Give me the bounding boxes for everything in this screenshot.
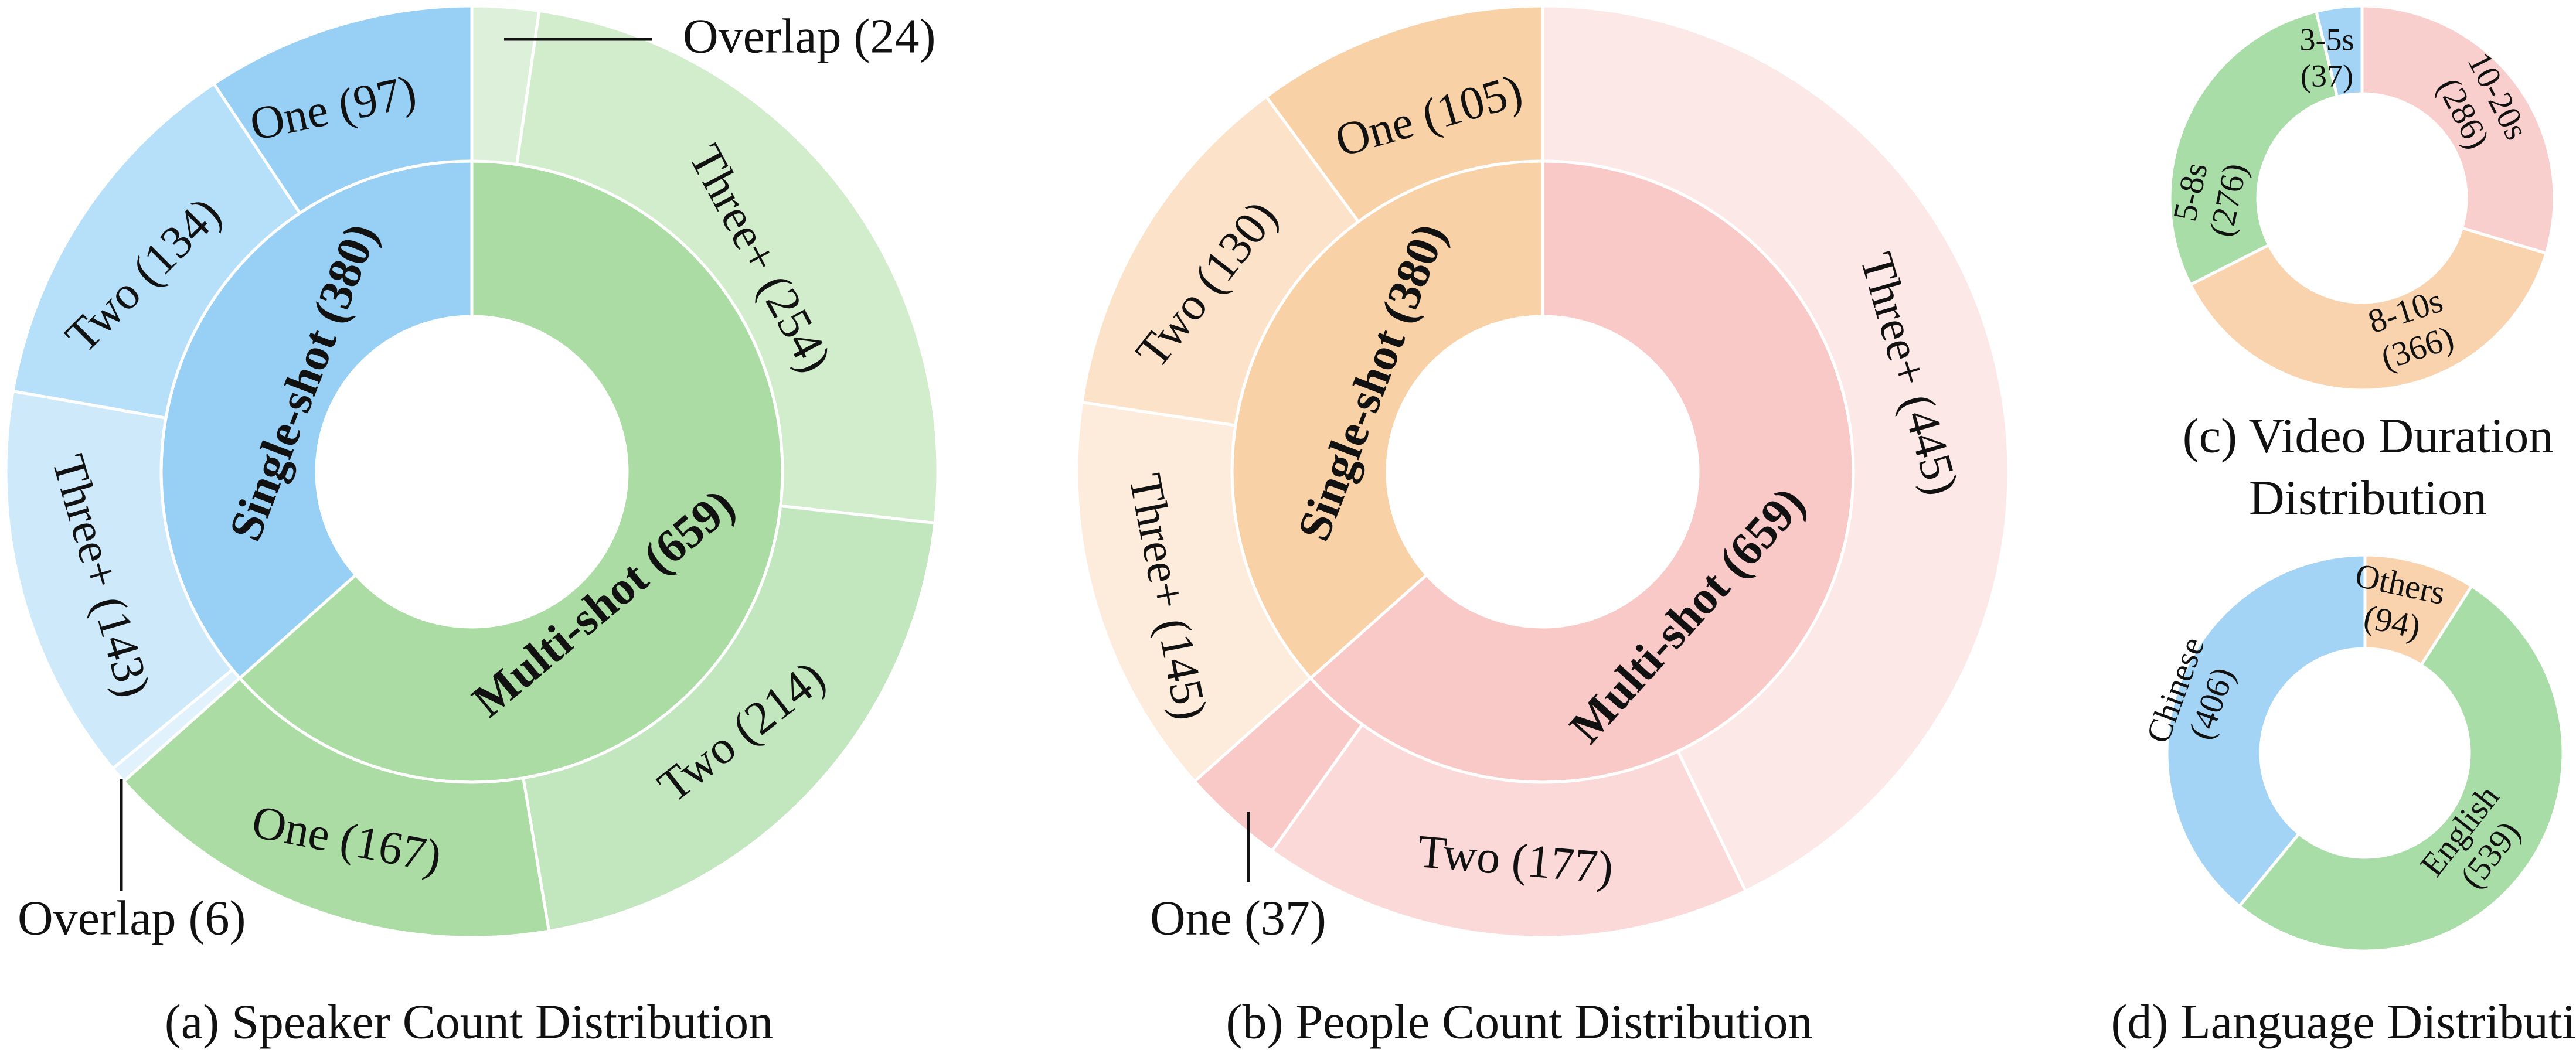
language-donut-slices xyxy=(2165,553,2565,953)
people-outer-segment-two-1 xyxy=(1270,722,1748,939)
people-count-chart: Single-shot (380) Multi-shot (659) Three… xyxy=(1075,4,2010,1049)
speaker-outer-segment-three-1 xyxy=(515,9,940,525)
people-outer-segment-three-0 xyxy=(1541,4,2010,894)
duration-3-5s-label: 3-5s xyxy=(2300,22,2354,57)
duration-donut-slices xyxy=(2168,4,2556,392)
duration-3-5s-count: (37) xyxy=(2301,58,2353,93)
speaker-outer-segment-one-3 xyxy=(121,676,551,939)
people-chart-caption: (b) People Count Distribution xyxy=(1226,994,1813,1049)
speaker-outer-ring xyxy=(4,4,940,939)
language-chart: Others (94) English (539) Chinese (406) … xyxy=(2111,553,2576,1049)
duration-caption-line2: Distribution xyxy=(2249,471,2487,525)
duration-slice-10-20s-0 xyxy=(2360,4,2556,255)
video-duration-chart: 10-20s (286) 8-10s (366) 5-8s (276) 3-5s… xyxy=(2165,4,2556,525)
speaker-outer-segment-two-6 xyxy=(11,81,302,420)
speaker-outer-segment-two-2 xyxy=(521,504,937,933)
language-caption: (d) Language Distribution xyxy=(2111,994,2576,1049)
speaker-outer-segment-one-7 xyxy=(212,4,474,216)
duration-5-8s-label-group: 5-8s (276) xyxy=(2165,159,2254,240)
people-outer-segment-one-5 xyxy=(1264,4,1544,224)
speaker-overlap-24-label: Overlap (24) xyxy=(683,9,935,63)
people-outer-segment-two-4 xyxy=(1080,94,1361,427)
duration-slice-8-10s-1 xyxy=(2188,226,2548,392)
duration-slice-5-8s-2 xyxy=(2168,9,2339,287)
speaker-chart-caption: (a) Speaker Count Distribution xyxy=(165,994,773,1049)
speaker-overlap-6-label: Overlap (6) xyxy=(18,891,246,945)
language-slice-english-1 xyxy=(2237,584,2565,953)
language-slice-chinese-2 xyxy=(2165,553,2367,908)
duration-3-5s-label-group: 3-5s (37) xyxy=(2300,22,2354,93)
speaker-outer-segment-three-5 xyxy=(4,389,235,771)
people-outer-ring xyxy=(1075,4,2010,939)
speaker-count-chart: Single-shot (380) Multi-shot (659) Three… xyxy=(4,4,940,1049)
people-one-multi-label: One (37) xyxy=(1150,891,1326,945)
duration-slice-3-5s-3 xyxy=(2314,4,2364,99)
people-outer-segment-three-3 xyxy=(1075,400,1313,784)
duration-caption-line1: (c) Video Duration xyxy=(2183,408,2554,463)
